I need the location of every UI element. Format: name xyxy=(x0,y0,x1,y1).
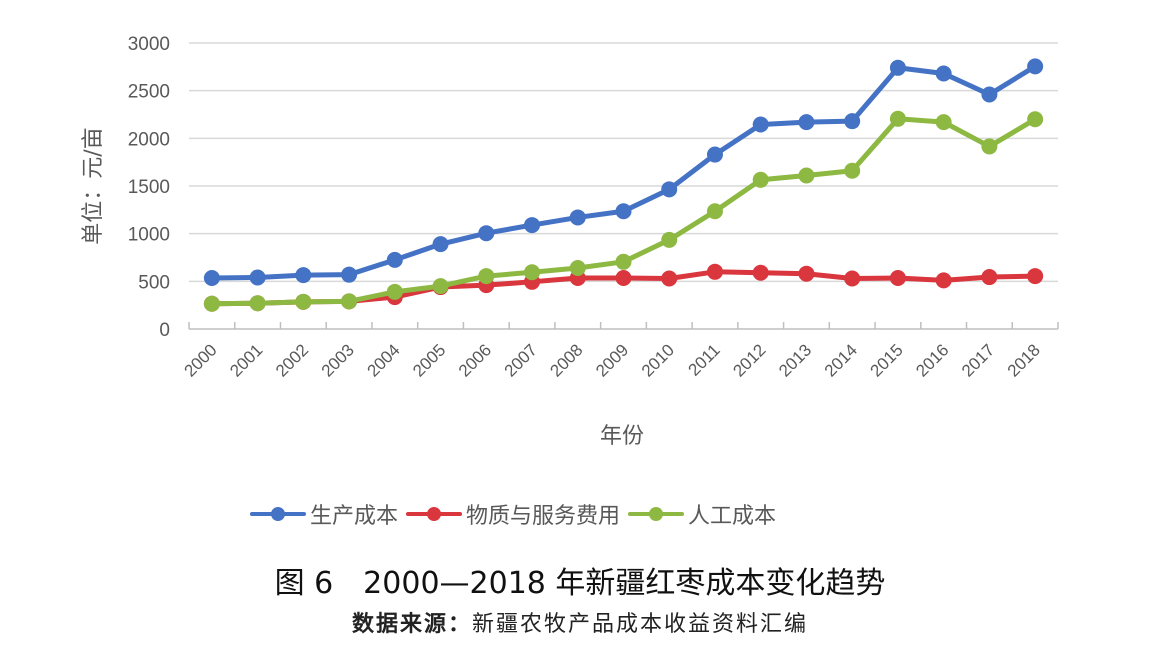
data-point[interactable] xyxy=(524,217,541,234)
y-tick-label: 2500 xyxy=(128,82,170,103)
x-tick-label: 2008 xyxy=(546,340,586,380)
data-point[interactable] xyxy=(569,259,586,276)
y-tick-label: 1000 xyxy=(128,225,170,246)
data-point[interactable] xyxy=(295,267,312,284)
data-point[interactable] xyxy=(249,269,266,286)
legend-label: 生产成本 xyxy=(310,504,399,529)
x-tick-label: 2009 xyxy=(592,340,632,380)
legend-label: 物质与服务费用 xyxy=(466,504,621,529)
data-point[interactable] xyxy=(706,203,723,220)
legend-item-material-service[interactable]: 物质与服务费用 xyxy=(406,498,620,530)
data-point[interactable] xyxy=(844,270,861,287)
x-tick-label: 2010 xyxy=(638,340,678,380)
data-point[interactable] xyxy=(752,116,769,133)
x-tick-label: 2007 xyxy=(501,340,541,380)
series-1 xyxy=(203,263,1044,312)
data-point[interactable] xyxy=(752,171,769,188)
x-tick-label: 2018 xyxy=(1004,340,1044,380)
legend-marker-icon xyxy=(628,503,685,525)
data-point[interactable] xyxy=(478,268,495,285)
data-point[interactable] xyxy=(341,293,358,310)
data-point[interactable] xyxy=(1027,58,1044,75)
data-point[interactable] xyxy=(661,181,678,198)
data-point[interactable] xyxy=(386,251,403,268)
series-2 xyxy=(203,110,1044,312)
data-point[interactable] xyxy=(295,293,312,310)
data-source-text: 新疆农牧产品成本收益资料汇编 xyxy=(472,612,809,637)
series-0 xyxy=(203,58,1044,286)
x-tick-label: 2014 xyxy=(821,340,861,380)
data-point[interactable] xyxy=(203,295,220,312)
y-axis-title: 单位：元/亩 xyxy=(81,127,106,244)
x-tick-label: 2003 xyxy=(318,340,358,380)
data-point[interactable] xyxy=(203,269,220,286)
figure-caption: 图 6 2000—2018 年新疆红枣成本变化趋势 xyxy=(274,566,886,601)
x-tick-label: 2013 xyxy=(775,340,815,380)
data-point[interactable] xyxy=(981,269,998,286)
legend-marker-icon xyxy=(406,503,463,525)
x-axis: 2000 2001 2002 2003 2004 2005 2006 2007 2008 2009… xyxy=(181,322,1059,381)
data-point[interactable] xyxy=(798,114,815,131)
y-tick-label: 0 xyxy=(159,320,170,341)
y-tick-label: 500 xyxy=(138,272,170,293)
data-point[interactable] xyxy=(1027,268,1044,285)
data-point[interactable] xyxy=(249,295,266,312)
x-axis-title: 年份 xyxy=(600,424,644,449)
data-point[interactable] xyxy=(752,264,769,281)
data-point[interactable] xyxy=(706,263,723,280)
data-point[interactable] xyxy=(889,110,906,127)
data-point[interactable] xyxy=(569,209,586,226)
data-point[interactable] xyxy=(935,114,952,131)
data-point[interactable] xyxy=(844,113,861,130)
data-point[interactable] xyxy=(981,86,998,103)
x-tick-label: 2001 xyxy=(226,340,266,380)
data-point[interactable] xyxy=(889,59,906,76)
data-point[interactable] xyxy=(706,146,723,163)
data-point[interactable] xyxy=(432,236,449,253)
x-tick-label: 2016 xyxy=(912,340,952,380)
data-point[interactable] xyxy=(661,231,678,248)
data-point[interactable] xyxy=(798,167,815,184)
data-point[interactable] xyxy=(661,270,678,287)
data-point[interactable] xyxy=(386,283,403,300)
data-point[interactable] xyxy=(615,253,632,270)
legend: 生产成本 物质与服务费用 人工成本 xyxy=(250,498,784,530)
data-point[interactable] xyxy=(798,265,815,282)
legend-marker-icon xyxy=(250,503,306,525)
data-source-label: 数据来源： xyxy=(351,612,472,637)
x-tick-label: 2005 xyxy=(409,340,449,380)
x-tick-label: 2000 xyxy=(181,340,221,380)
data-point[interactable] xyxy=(615,203,632,220)
data-point[interactable] xyxy=(341,266,358,283)
data-point[interactable] xyxy=(524,264,541,281)
data-point[interactable] xyxy=(889,269,906,286)
legend-label: 人工成本 xyxy=(688,504,777,529)
legend-item-production-cost[interactable]: 生产成本 xyxy=(250,498,398,530)
y-axis-ticks: 0 500 1000 1500 2000 2500 3000 xyxy=(128,34,170,341)
data-point[interactable] xyxy=(478,225,495,242)
series-lines xyxy=(203,58,1044,312)
data-point[interactable] xyxy=(981,138,998,155)
data-point[interactable] xyxy=(1027,111,1044,128)
gridlines xyxy=(189,42,1058,283)
x-tick-label: 2006 xyxy=(455,340,495,380)
data-source: 数据来源：新疆农牧产品成本收益资料汇编 xyxy=(0,606,1160,638)
data-point[interactable] xyxy=(844,162,861,179)
data-point[interactable] xyxy=(935,272,952,289)
x-tick-label: 2002 xyxy=(272,340,312,380)
y-tick-label: 1500 xyxy=(128,177,170,198)
data-point[interactable] xyxy=(615,269,632,286)
x-tick-label: 2004 xyxy=(363,340,403,380)
x-tick-label: 2017 xyxy=(958,340,998,380)
x-tick-label: 2012 xyxy=(729,340,769,380)
legend-item-labor-cost[interactable]: 人工成本 xyxy=(628,498,776,530)
x-tick-label: 2011 xyxy=(685,340,724,379)
x-tick-label: 2015 xyxy=(867,340,907,380)
data-point[interactable] xyxy=(935,65,952,82)
data-point[interactable] xyxy=(432,278,449,295)
y-tick-label: 2000 xyxy=(128,129,170,150)
y-tick-label: 3000 xyxy=(128,34,170,55)
